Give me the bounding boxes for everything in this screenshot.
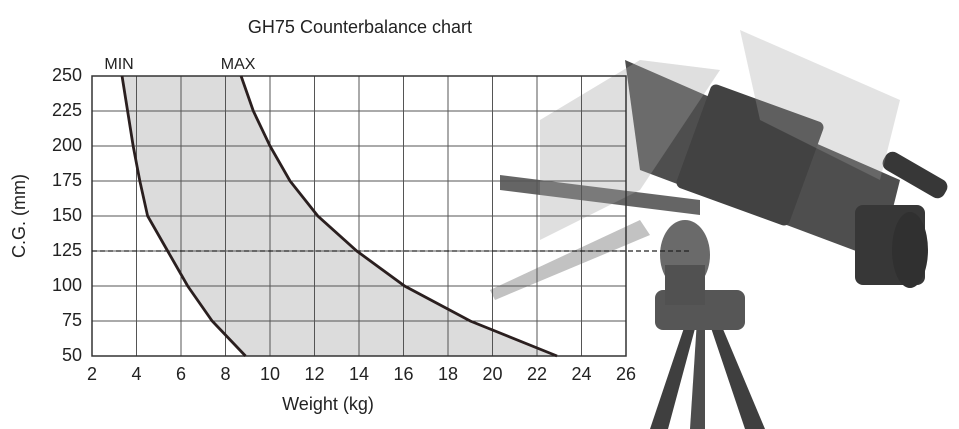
y-tick-label: 125 bbox=[52, 240, 82, 260]
x-tick-label: 24 bbox=[571, 364, 591, 384]
curve bbox=[239, 75, 558, 358]
x-tick-label: 12 bbox=[304, 364, 324, 384]
y-tick-label: 150 bbox=[52, 205, 82, 225]
chart-title: GH75 Counterbalance chart bbox=[248, 17, 472, 37]
plot-frame bbox=[91, 75, 627, 357]
x-tick-label: 10 bbox=[260, 364, 280, 384]
camera-photo bbox=[490, 30, 948, 429]
y-tick-label: 50 bbox=[62, 345, 82, 365]
x-tick-label: 18 bbox=[438, 364, 458, 384]
x-tick-label: 26 bbox=[616, 364, 636, 384]
y-tick-label: 200 bbox=[52, 135, 82, 155]
y-tick-label: 175 bbox=[52, 170, 82, 190]
x-tick-label: 8 bbox=[220, 364, 230, 384]
x-tick-label: 2 bbox=[87, 364, 97, 384]
x-axis-label: Weight (kg) bbox=[282, 394, 374, 414]
y-axis-label: C.G. (mm) bbox=[9, 174, 29, 258]
y-tick-label: 225 bbox=[52, 100, 82, 120]
x-tick-label: 4 bbox=[131, 364, 141, 384]
curve bbox=[120, 75, 247, 357]
x-tick-label: 16 bbox=[393, 364, 413, 384]
x-tick-label: 14 bbox=[349, 364, 369, 384]
curve-label: MIN bbox=[104, 56, 133, 73]
y-tick-label: 75 bbox=[62, 310, 82, 330]
y-tick-label: 250 bbox=[52, 65, 82, 85]
x-tick-label: 22 bbox=[527, 364, 547, 384]
y-tick-label: 100 bbox=[52, 275, 82, 295]
x-tick-label: 6 bbox=[176, 364, 186, 384]
x-tick-label: 20 bbox=[482, 364, 502, 384]
curve-label: MAX bbox=[221, 56, 256, 73]
